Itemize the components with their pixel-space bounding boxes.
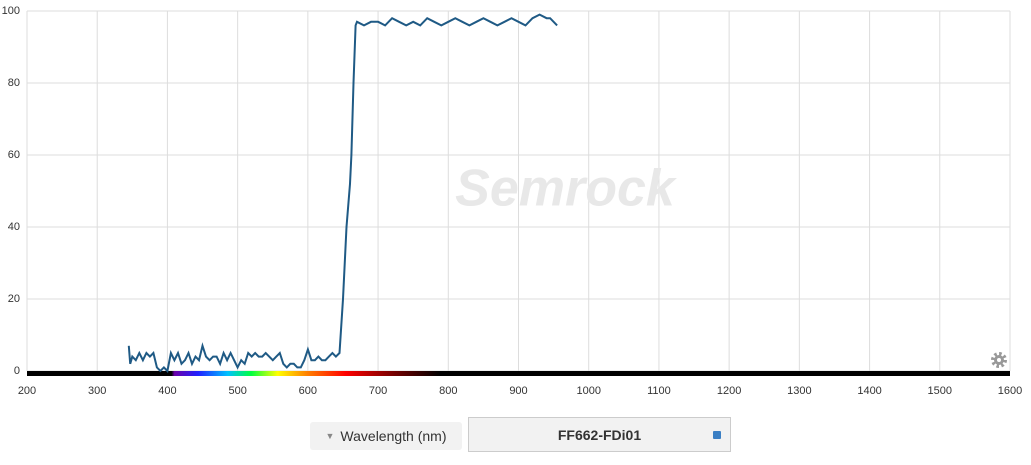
series-name: FF662-FDi01 xyxy=(557,426,642,443)
series-selector[interactable]: FF662-FDi01 xyxy=(468,417,731,452)
data-line xyxy=(127,13,558,374)
x-tick-label: 1300 xyxy=(787,385,811,397)
spectrum-rainbow xyxy=(144,371,440,376)
y-tick-label: 60 xyxy=(8,149,20,161)
x-tick-label: 800 xyxy=(439,385,457,397)
x-tick-label: 1600 xyxy=(998,385,1022,397)
x-axis-selector[interactable]: ▼ Wavelength (nm) xyxy=(310,422,462,450)
x-tick-label: 900 xyxy=(509,385,527,397)
y-tick-label: 80 xyxy=(8,77,20,89)
x-tick-label: 300 xyxy=(88,385,106,397)
x-tick-label: 1400 xyxy=(857,385,881,397)
x-axis-label: Wavelength (nm) xyxy=(340,428,447,444)
x-tick-label: 700 xyxy=(369,385,387,397)
x-tick-label: 200 xyxy=(18,385,36,397)
y-tick-label: 0 xyxy=(14,365,20,377)
watermark: Semrock xyxy=(455,160,678,218)
x-tick-label: 500 xyxy=(228,385,246,397)
y-tick-label: 20 xyxy=(8,293,20,305)
y-tick-label: 40 xyxy=(8,221,20,233)
x-tick-label: 1200 xyxy=(717,385,741,397)
dropdown-arrow: ▼ xyxy=(325,431,335,441)
spectrum-bar xyxy=(27,371,1010,376)
save-icon[interactable] xyxy=(713,431,721,439)
x-tick-label: 1000 xyxy=(576,385,600,397)
x-tick-label: 1100 xyxy=(647,385,671,397)
x-tick-label: 400 xyxy=(158,385,176,397)
x-tick-label: 1500 xyxy=(928,385,952,397)
chart: Semrock 0 20 40 60 80 100 200 300 400 500 600 700 80… xyxy=(2,5,1023,397)
settings-icon[interactable] xyxy=(991,352,1007,368)
y-tick-label: 100 xyxy=(2,5,20,17)
x-tick-label: 600 xyxy=(299,385,317,397)
